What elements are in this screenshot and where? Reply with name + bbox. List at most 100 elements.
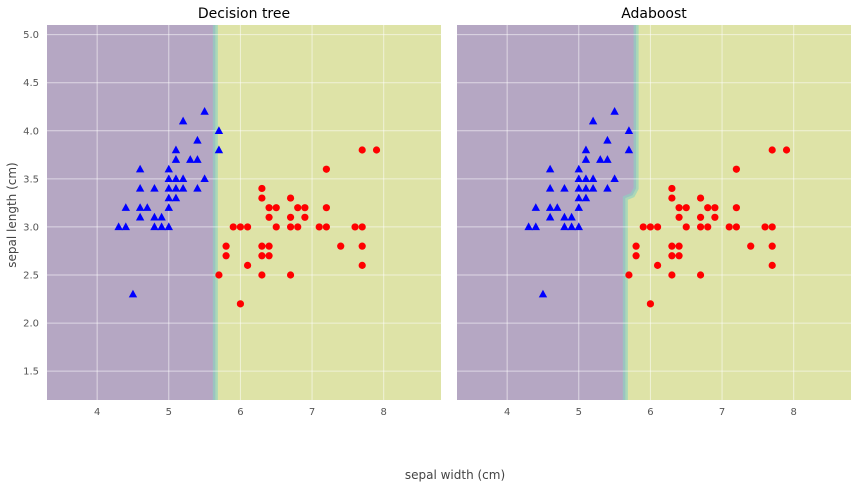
point-class0 bbox=[567, 212, 576, 221]
point-class0 bbox=[164, 164, 173, 173]
point-class1 bbox=[632, 242, 640, 250]
point-class1 bbox=[315, 223, 323, 231]
point-class1 bbox=[265, 242, 273, 250]
point-class1 bbox=[732, 223, 740, 231]
point-class1 bbox=[265, 213, 273, 221]
point-class0 bbox=[581, 155, 591, 163]
point-class1 bbox=[653, 223, 662, 231]
point-class0 bbox=[164, 193, 173, 202]
point-class0 bbox=[193, 155, 202, 163]
point-class1 bbox=[625, 271, 633, 279]
point-class0 bbox=[560, 222, 569, 231]
point-class1 bbox=[258, 184, 266, 193]
point-class0 bbox=[150, 212, 159, 221]
point-class1 bbox=[696, 271, 705, 279]
point-class1 bbox=[294, 204, 302, 212]
point-class0 bbox=[157, 212, 166, 221]
y-tick-label: 3.0 bbox=[23, 222, 39, 233]
point-class1 bbox=[682, 204, 690, 212]
point-class1 bbox=[696, 223, 705, 231]
y-tick-label: 4.5 bbox=[23, 78, 39, 89]
x-tick-label: 6 bbox=[237, 407, 243, 418]
point-class0 bbox=[574, 164, 583, 173]
point-class0 bbox=[121, 222, 130, 231]
point-class1 bbox=[258, 242, 266, 250]
point-class1 bbox=[372, 146, 381, 154]
point-class0 bbox=[574, 183, 583, 192]
point-class1 bbox=[782, 146, 791, 154]
point-class1 bbox=[222, 242, 230, 250]
point-class0 bbox=[574, 174, 583, 183]
x-tick-label: 8 bbox=[791, 407, 797, 418]
point-class0 bbox=[121, 203, 130, 211]
point-class1 bbox=[358, 242, 366, 250]
point-class1 bbox=[704, 204, 712, 212]
point-class0 bbox=[164, 222, 173, 231]
point-class0 bbox=[164, 203, 173, 211]
point-class0 bbox=[171, 193, 181, 202]
point-class0 bbox=[178, 174, 188, 183]
point-class1 bbox=[286, 223, 295, 231]
point-class1 bbox=[675, 204, 683, 212]
point-class0 bbox=[603, 135, 612, 144]
y-tick-label: 2.5 bbox=[23, 271, 39, 282]
point-class1 bbox=[646, 300, 655, 308]
point-class0 bbox=[610, 174, 619, 183]
point-class1 bbox=[351, 223, 359, 231]
point-class0 bbox=[538, 289, 548, 298]
adaboost-panel: 4 5 6 7 8 Adaboost bbox=[457, 6, 851, 418]
point-class1 bbox=[639, 223, 647, 231]
point-class1 bbox=[768, 223, 776, 231]
point-class0 bbox=[193, 183, 202, 192]
point-class1 bbox=[668, 242, 676, 250]
point-class1 bbox=[322, 223, 330, 231]
point-class0 bbox=[588, 174, 598, 183]
point-class0 bbox=[560, 183, 569, 192]
point-class0 bbox=[135, 164, 145, 173]
point-class1 bbox=[301, 204, 309, 212]
point-class0 bbox=[545, 212, 555, 221]
point-class1 bbox=[286, 213, 295, 221]
point-class1 bbox=[322, 204, 330, 212]
point-class1 bbox=[768, 146, 776, 154]
x-tick-label: 7 bbox=[309, 407, 315, 418]
point-class1 bbox=[768, 261, 776, 269]
point-class1 bbox=[286, 271, 295, 279]
point-class1 bbox=[272, 204, 280, 212]
point-class0 bbox=[545, 203, 555, 211]
point-class0 bbox=[624, 145, 634, 154]
point-class1 bbox=[632, 252, 640, 260]
point-class0 bbox=[135, 212, 145, 221]
point-class0 bbox=[164, 183, 173, 192]
point-class0 bbox=[178, 116, 188, 125]
point-class1 bbox=[682, 223, 690, 231]
x-tick-label: 4 bbox=[504, 407, 510, 418]
point-class1 bbox=[265, 252, 273, 260]
point-class0 bbox=[545, 164, 555, 173]
point-class0 bbox=[128, 289, 138, 298]
point-class0 bbox=[581, 183, 591, 192]
x-tick-label: 7 bbox=[719, 407, 725, 418]
point-class0 bbox=[574, 203, 583, 211]
point-class1 bbox=[704, 223, 712, 231]
x-tick-label: 5 bbox=[576, 407, 582, 418]
point-class1 bbox=[215, 271, 223, 279]
point-class1 bbox=[725, 223, 733, 231]
point-class0 bbox=[200, 107, 209, 115]
y-axis-label: sepal length (cm) bbox=[5, 162, 19, 267]
point-class1 bbox=[732, 165, 740, 173]
x-tick-label: 6 bbox=[647, 407, 653, 418]
point-class0 bbox=[596, 155, 605, 163]
point-class0 bbox=[531, 222, 540, 231]
point-class0 bbox=[531, 203, 540, 211]
point-class0 bbox=[610, 107, 619, 115]
point-class0 bbox=[588, 183, 598, 192]
point-class1 bbox=[711, 204, 719, 212]
region-class0 bbox=[457, 25, 637, 400]
point-class0 bbox=[171, 155, 181, 163]
point-class1 bbox=[747, 242, 755, 250]
point-class0 bbox=[114, 222, 123, 231]
point-class1 bbox=[258, 252, 266, 260]
point-class0 bbox=[581, 193, 591, 202]
